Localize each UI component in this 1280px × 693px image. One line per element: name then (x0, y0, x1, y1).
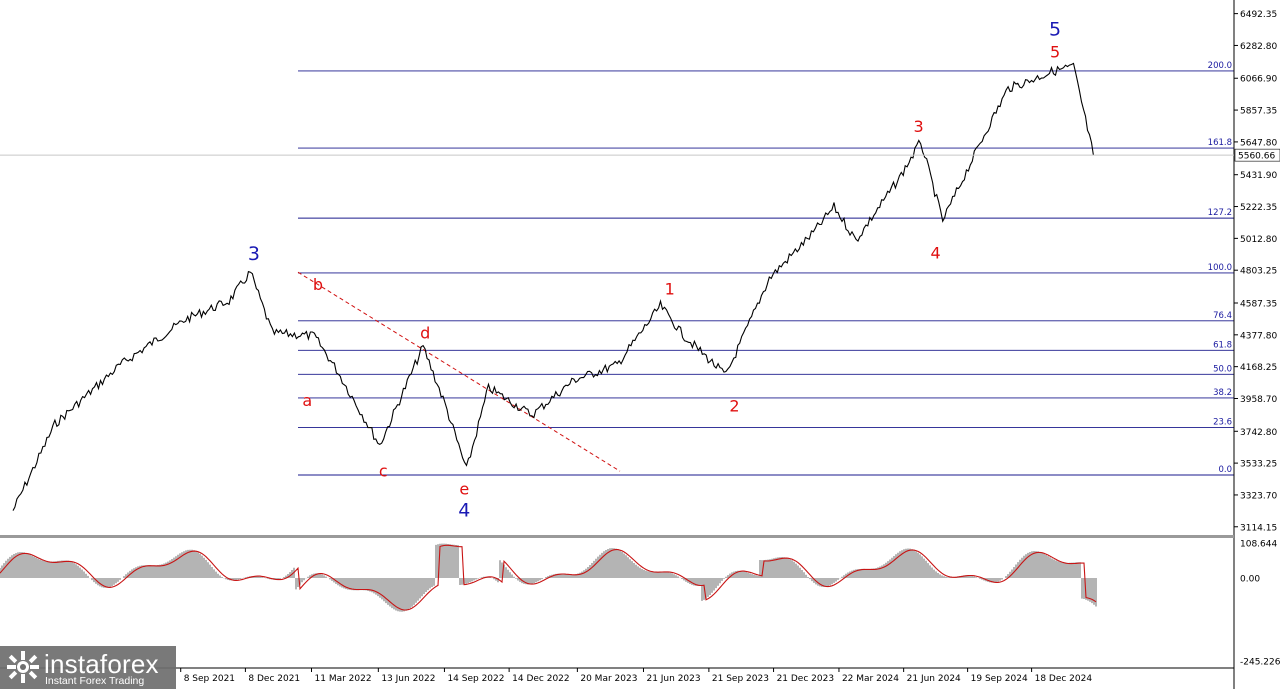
wave-label: 3 (248, 243, 260, 265)
time-tick-label: 21 Dec 2023 (777, 674, 835, 684)
fib-level-label: 127.2 (1208, 208, 1232, 218)
price-tick-label: 3742.80 (1240, 428, 1277, 438)
price-line (12, 62, 1094, 511)
price-series (12, 62, 1094, 511)
fib-level-label: 100.0 (1208, 263, 1232, 273)
price-tick-label: 6492.35 (1240, 10, 1277, 20)
oscillator-signal-line (0, 544, 1097, 611)
wave-label: 2 (729, 397, 739, 416)
price-tick-label: 6282.80 (1240, 42, 1277, 52)
wave-label: a (302, 391, 312, 410)
time-tick-label: 8 Dec 2021 (248, 674, 300, 684)
price-tick-label: 3114.15 (1240, 523, 1277, 533)
time-tick-label: 14 Sep 2022 (447, 674, 504, 684)
price-tick-label: 5857.35 (1240, 107, 1277, 117)
brand-logo-panel (0, 646, 176, 689)
price-tick-label: 4803.25 (1240, 267, 1277, 277)
time-tick-label: 22 Mar 2024 (842, 674, 899, 684)
time-tick-label: 21 Jun 2024 (907, 674, 961, 684)
wave-label: d (420, 324, 430, 343)
instaforex-logo-icon (7, 651, 39, 683)
wave-label: b (313, 275, 323, 294)
price-tick-label: 4587.35 (1240, 299, 1277, 309)
fib-level-label: 50.0 (1213, 364, 1232, 374)
wave-label: 5 (1050, 43, 1060, 62)
wave-label: e (459, 480, 469, 499)
current-price-label: 5560.66 (1238, 152, 1275, 162)
price-tick-label: 5647.80 (1240, 138, 1277, 148)
brand-tagline: Instant Forex Trading (45, 675, 145, 687)
price-tick-label: 3958.70 (1240, 395, 1277, 405)
panel-separator (0, 535, 1234, 538)
price-tick-label: 5012.80 (1240, 235, 1277, 245)
wave-label: 5 (1049, 19, 1061, 41)
price-tick-label: 5222.35 (1240, 203, 1277, 213)
wave-label: 1 (665, 280, 675, 299)
wave-label: 4 (931, 244, 941, 263)
oscillator-tick-label: 108.644 (1240, 540, 1277, 550)
price-tick-label: 4168.25 (1240, 363, 1277, 373)
time-tick-label: 11 Mar 2022 (315, 674, 372, 684)
fib-level-label: 200.0 (1208, 61, 1232, 71)
trendline-layer (297, 271, 621, 472)
time-tick-label: 18 Dec 2024 (1035, 674, 1093, 684)
oscillator-tick-label: -245.226 (1240, 658, 1280, 668)
time-tick-label: 8 Sep 2021 (184, 674, 235, 684)
time-tick-label: 21 Sep 2023 (712, 674, 769, 684)
wave-label: c (379, 461, 388, 480)
time-tick-label: 13 Jun 2022 (381, 674, 435, 684)
time-tick-label: 14 Dec 2022 (512, 674, 570, 684)
price-tick-label: 3533.25 (1240, 460, 1277, 470)
price-tick-label: 5431.90 (1240, 171, 1277, 181)
time-tick-label: 21 Jun 2023 (646, 674, 700, 684)
fib-level-label: 38.2 (1213, 388, 1232, 398)
fib-level-label: 61.8 (1213, 340, 1232, 350)
brand-name: instaforex (44, 649, 159, 679)
oscillator-tick-label: 0.00 (1240, 575, 1260, 585)
dashed-trendline (297, 271, 621, 472)
fib-level-label: 161.8 (1208, 138, 1232, 148)
wave-label: 3 (913, 117, 923, 136)
fib-level-label: 0.0 (1218, 465, 1232, 475)
price-tick-label: 6066.90 (1240, 75, 1277, 85)
time-tick-label: 20 Mar 2023 (580, 674, 637, 684)
wave-label: 4 (458, 500, 470, 522)
price-tick-label: 4377.80 (1240, 331, 1277, 341)
price-tick-label: 3323.70 (1240, 491, 1277, 501)
time-tick-label: 19 Sep 2024 (971, 674, 1028, 684)
current-price-box (1234, 148, 1280, 162)
fib-level-label: 23.6 (1213, 418, 1232, 428)
fib-level-label: 76.4 (1213, 311, 1232, 321)
